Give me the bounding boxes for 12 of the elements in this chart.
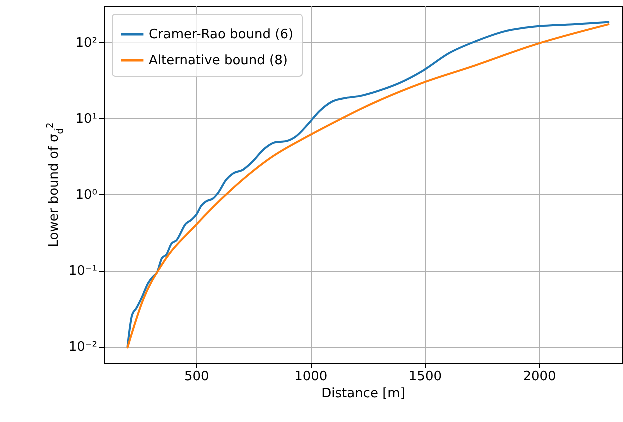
x-tick-label: 2000 [523,370,556,384]
x-tick-label: 1000 [294,370,328,384]
legend-label: Alternative bound (8) [149,54,288,68]
y-tick-label: 10⁻² [68,340,98,356]
y-tick-label: 10² [76,36,98,51]
x-axis-title: Distance [m] [322,386,406,402]
y-tick-label: 10⁻¹ [68,264,98,280]
y-tick-label: 10⁰ [76,188,98,203]
x-tick-label: 500 [184,370,210,384]
y-tick-label: 10¹ [76,112,98,127]
legend-label: Cramer-Rao bound (6) [149,28,294,42]
x-tick-label: 1500 [408,370,442,384]
